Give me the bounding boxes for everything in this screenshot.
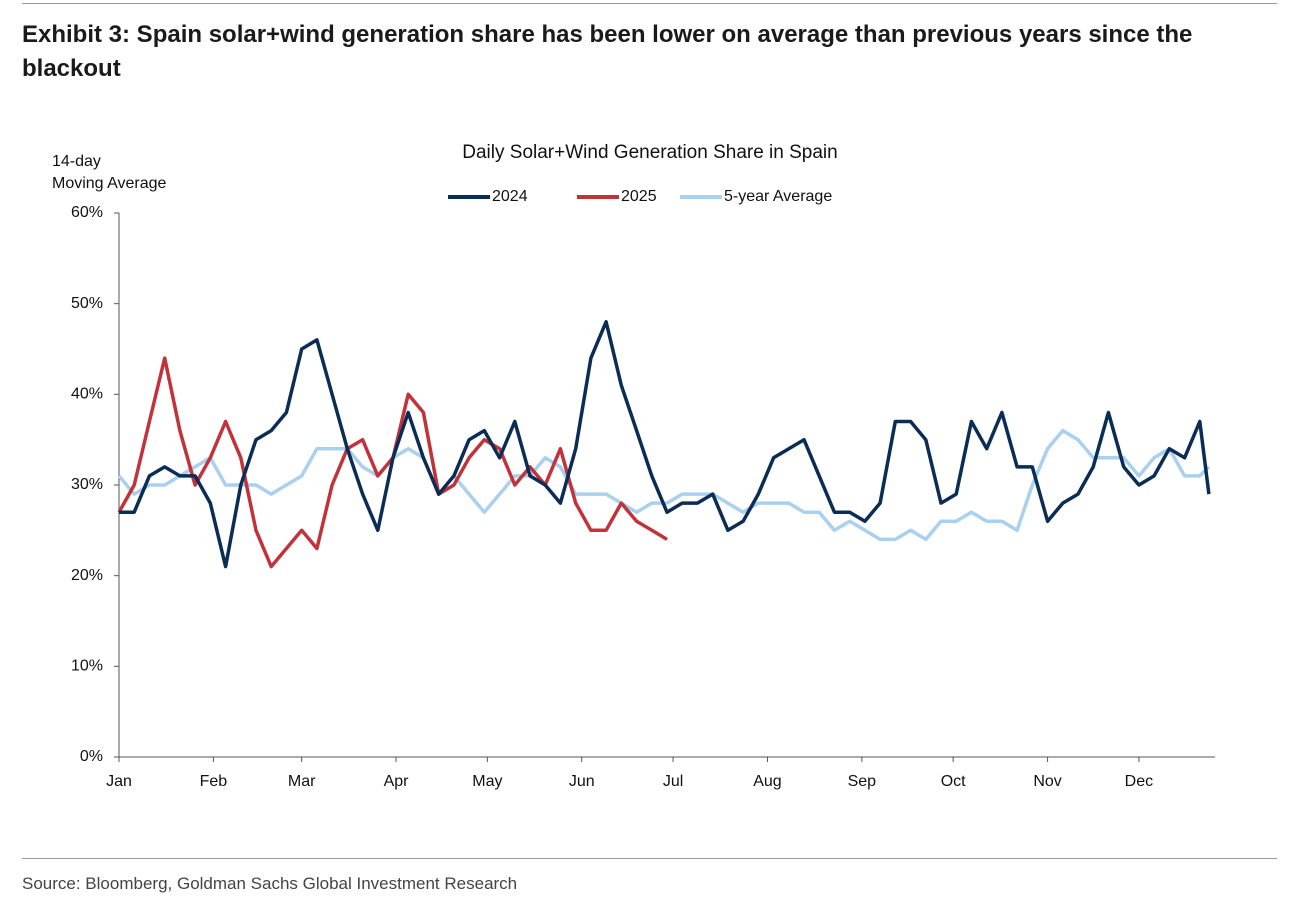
exhibit-title: Exhibit 3: Spain solar+wind generation s… bbox=[22, 21, 1193, 82]
x-tick-label: Apr bbox=[384, 773, 410, 790]
y-tick-label: 20% bbox=[71, 567, 103, 584]
x-tick-label: Sep bbox=[848, 773, 877, 790]
y-tick-label: 40% bbox=[71, 386, 103, 403]
x-tick-label: May bbox=[472, 773, 502, 790]
chart: Daily Solar+Wind Generation Share in Spa… bbox=[52, 142, 1215, 790]
x-tick-label: Feb bbox=[200, 773, 228, 790]
legend-label: 5-year Average bbox=[724, 188, 832, 205]
y-axis-label: 14-day bbox=[52, 153, 101, 170]
x-tick-label: Jun bbox=[569, 773, 595, 790]
series-line bbox=[117, 428, 1211, 542]
x-tick-label: Mar bbox=[288, 773, 316, 790]
x-tick-label: Dec bbox=[1125, 773, 1153, 790]
source-note: Source: Bloomberg, Goldman Sachs Global … bbox=[22, 874, 518, 893]
series-line bbox=[119, 320, 1211, 569]
x-tick-label: Jul bbox=[663, 773, 683, 790]
top-rule bbox=[22, 3, 1277, 4]
y-tick-label: 50% bbox=[71, 295, 103, 312]
y-tick-label: 60% bbox=[71, 204, 103, 221]
bottom-rule bbox=[22, 858, 1277, 859]
x-tick-label: Nov bbox=[1033, 773, 1061, 790]
x-tick-label: Jan bbox=[106, 773, 132, 790]
y-axis-label: Moving Average bbox=[52, 175, 167, 192]
y-tick-label: 10% bbox=[71, 658, 103, 675]
x-tick-label: Aug bbox=[753, 773, 781, 790]
chart-title: Daily Solar+Wind Generation Share in Spa… bbox=[462, 142, 837, 163]
legend-label: 2025 bbox=[621, 188, 657, 205]
x-tick-label: Oct bbox=[941, 773, 966, 790]
legend-label: 2024 bbox=[492, 188, 528, 205]
y-tick-label: 0% bbox=[80, 748, 103, 765]
y-tick-label: 30% bbox=[71, 476, 103, 493]
